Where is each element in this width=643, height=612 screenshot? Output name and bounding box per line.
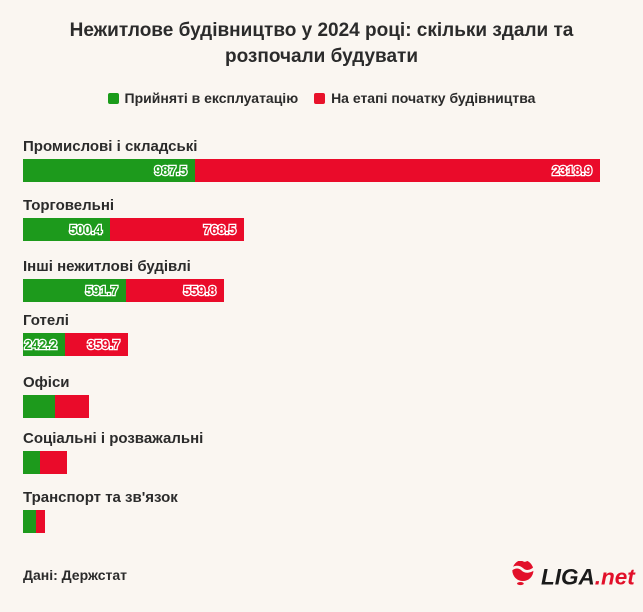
svg-text:LIGA.net: LIGA.net [541,565,636,590]
